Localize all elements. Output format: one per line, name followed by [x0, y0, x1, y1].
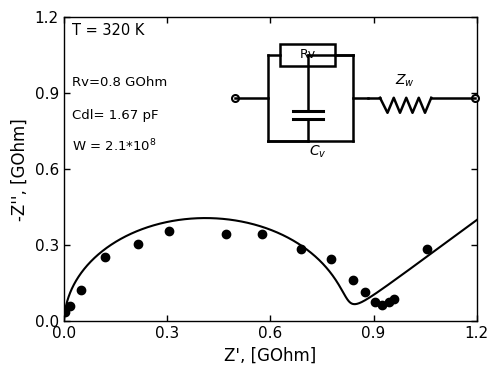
Text: Rv: Rv: [300, 48, 316, 61]
Y-axis label: -Z'', [GOhm]: -Z'', [GOhm]: [11, 118, 29, 221]
Text: Cdl= 1.67 pF: Cdl= 1.67 pF: [72, 109, 159, 121]
X-axis label: Z', [GOhm]: Z', [GOhm]: [224, 347, 316, 365]
Text: $Z_w$: $Z_w$: [395, 72, 415, 89]
Bar: [280, 44, 335, 65]
Text: T = 320 K: T = 320 K: [72, 23, 145, 38]
Text: $C_v$: $C_v$: [308, 143, 326, 160]
Text: Rv=0.8 GOhm: Rv=0.8 GOhm: [72, 76, 168, 89]
Text: W = 2.1*10$^{8}$: W = 2.1*10$^{8}$: [72, 138, 157, 155]
